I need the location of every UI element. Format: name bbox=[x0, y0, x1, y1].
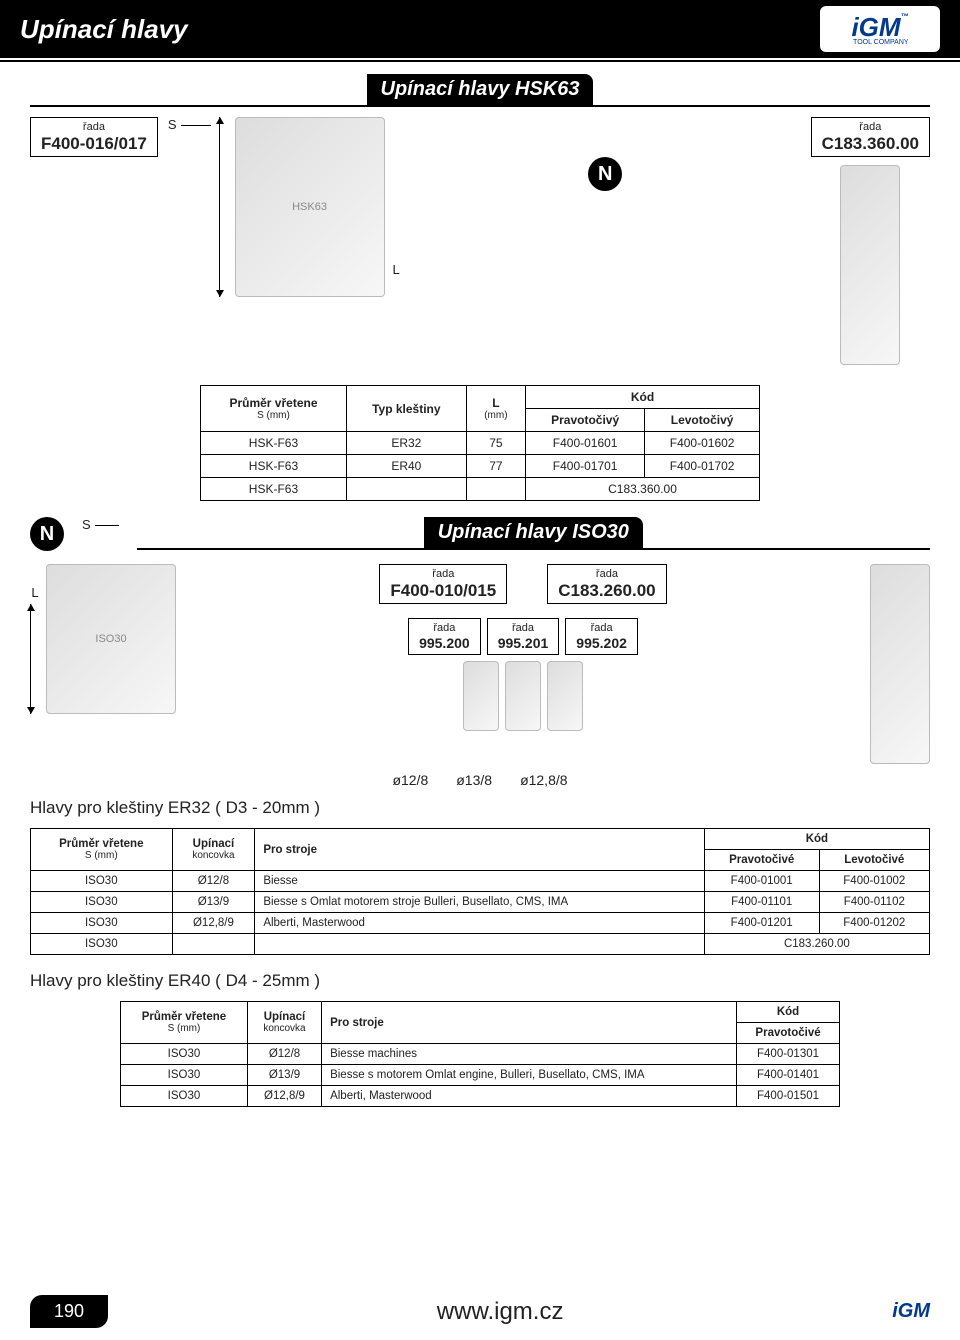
dim-S: S bbox=[168, 117, 177, 132]
table-row: ISO30 Ø12/8 Biesse machines F400-01301 bbox=[121, 1044, 840, 1065]
footer: 190 www.igm.cz iGM bbox=[0, 1295, 960, 1340]
studs-row: řada 995.200 řada 995.201 řada 995.202 bbox=[190, 618, 856, 655]
rada-label: řada bbox=[558, 568, 655, 581]
dim-L2: L bbox=[31, 585, 38, 600]
rada-stud1: řada 995.200 bbox=[408, 618, 481, 655]
stud-images bbox=[190, 661, 856, 731]
th-L: L(mm) bbox=[466, 386, 525, 432]
th-kod: Kód bbox=[526, 386, 760, 409]
stud-image-1 bbox=[463, 661, 499, 731]
rada-label: řada bbox=[822, 121, 919, 134]
table-row: ISO30 Ø12,8/9 Alberti, Masterwood F400-0… bbox=[31, 913, 930, 934]
section1-title-wrap: Upínací hlavy HSK63 bbox=[30, 74, 930, 107]
stud-image-2 bbox=[505, 661, 541, 731]
diam-3: ø12,8/8 bbox=[520, 772, 567, 788]
table-row: HSK-F63 C183.360.00 bbox=[201, 478, 760, 501]
diameters-row: ø12/8 ø13/8 ø12,8/8 bbox=[30, 772, 930, 788]
table-row: ISO30 Ø13/9 Biesse s motorem Omlat engin… bbox=[121, 1065, 840, 1086]
er32-table: Průměr vřeteneS (mm) Upínacíkoncovka Pro… bbox=[30, 828, 930, 955]
section2-row: N S Upínací hlavy ISO30 bbox=[30, 517, 930, 558]
hsk63-table: Průměr vřeteneS (mm) Typ kleštiny L(mm) … bbox=[200, 385, 760, 501]
dim-arrow-L2 bbox=[30, 604, 40, 714]
table-row: HSK-F63 ER40 77 F400-01701 F400-01702 bbox=[201, 455, 760, 478]
rada-left: řada F400-016/017 bbox=[30, 117, 158, 157]
stud-image-3 bbox=[547, 661, 583, 731]
hsk63-chuck-image: HSK63 bbox=[235, 117, 385, 297]
rada-code: F400-010/015 bbox=[390, 581, 496, 601]
page-number: 190 bbox=[30, 1295, 108, 1328]
section2-title-wrap: Upínací hlavy ISO30 bbox=[137, 517, 930, 550]
table-row: ISO30 Ø12/8 Biesse F400-01001 F400-01002 bbox=[31, 871, 930, 892]
table-row: ISO30 Ø12,8/9 Alberti, Masterwood F400-0… bbox=[121, 1086, 840, 1107]
logo-footer: iGM bbox=[892, 1300, 930, 1323]
section1-row: řada F400-016/017 S HSK63 L N bbox=[30, 117, 930, 365]
rada-iso-a: řada F400-010/015 bbox=[379, 564, 507, 604]
footer-url: www.igm.cz bbox=[437, 1298, 564, 1326]
table-row: ISO30 C183.260.00 bbox=[31, 934, 930, 955]
page-title: Upínací hlavy bbox=[20, 14, 188, 45]
th-spindle: Průměr vřeteneS (mm) bbox=[201, 386, 347, 432]
table-row: HSK-F63 ER32 75 F400-01601 F400-01602 bbox=[201, 432, 760, 455]
dim-S2: S bbox=[82, 517, 91, 532]
rada-right: řada C183.360.00 bbox=[811, 117, 930, 157]
rada-stud3: řada 995.202 bbox=[565, 618, 638, 655]
rada-code: F400-016/017 bbox=[41, 134, 147, 154]
circle-N-1: N bbox=[588, 157, 622, 191]
rada-label: řada bbox=[390, 568, 496, 581]
circle-N-2: N bbox=[30, 517, 64, 551]
logo-top: iGM™ TOOL COMPANY bbox=[820, 6, 940, 52]
logo-sub: TOOL COMPANY bbox=[851, 39, 908, 46]
section2-title: Upínací hlavy ISO30 bbox=[424, 517, 643, 548]
er40-title: Hlavy pro kleštiny ER40 ( D4 - 25mm ) bbox=[30, 971, 930, 991]
er40-table: Průměr vřeteneS (mm) Upínacíkoncovka Pro… bbox=[120, 1001, 840, 1107]
rada-label: řada bbox=[41, 121, 147, 134]
rada-stud2: řada 995.201 bbox=[487, 618, 560, 655]
table-row: ISO30 Ø13/9 Biesse s Omlat motorem stroj… bbox=[31, 892, 930, 913]
er32-title: Hlavy pro kleštiny ER32 ( D3 - 20mm ) bbox=[30, 798, 930, 818]
th-lh: Levotočivý bbox=[645, 409, 760, 432]
dim-arrow-L bbox=[219, 117, 229, 297]
iso30-arbor-image bbox=[870, 564, 930, 764]
logo-tm: ™ bbox=[901, 12, 909, 21]
dim-L: L bbox=[393, 262, 400, 277]
rada-code: C183.360.00 bbox=[822, 134, 919, 154]
section1-title: Upínací hlavy HSK63 bbox=[367, 74, 594, 105]
rada-code: C183.260.00 bbox=[558, 581, 655, 601]
header-bar: Upínací hlavy iGM™ TOOL COMPANY bbox=[0, 0, 960, 58]
iso30-chuck-image: ISO30 bbox=[46, 564, 176, 714]
hsk63-arbor-image bbox=[840, 165, 900, 365]
diam-1: ø12/8 bbox=[392, 772, 428, 788]
content: Upínací hlavy HSK63 řada F400-016/017 S … bbox=[0, 62, 960, 1107]
th-collet: Typ kleštiny bbox=[346, 386, 466, 432]
rada-iso-b: řada C183.260.00 bbox=[547, 564, 666, 604]
th-rh: Pravotočivý bbox=[526, 409, 645, 432]
logo-text: iGM bbox=[851, 12, 900, 42]
diam-2: ø13/8 bbox=[456, 772, 492, 788]
